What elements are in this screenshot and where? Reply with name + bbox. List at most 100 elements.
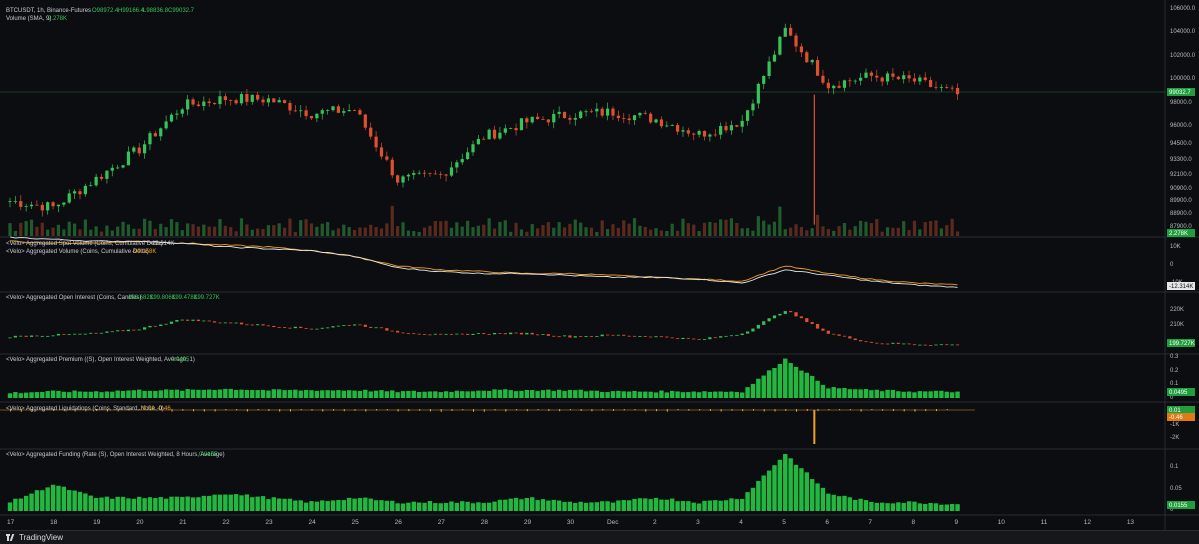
oi-candle — [923, 344, 927, 346]
volume-bar — [638, 225, 642, 236]
volume-bar — [56, 224, 61, 236]
volume-bar — [939, 228, 943, 236]
premium-bar — [346, 390, 352, 398]
funding-bar — [400, 503, 406, 511]
funding-pane[interactable] — [7, 453, 960, 511]
oi-candle — [148, 325, 152, 328]
liquidation-tick — [860, 409, 862, 412]
candle-body — [444, 174, 448, 176]
premium-bar — [567, 389, 573, 398]
premium-bar — [88, 391, 93, 398]
liquidation-tick — [688, 409, 690, 411]
liquidations-pane[interactable] — [0, 409, 975, 444]
volume-bar — [288, 218, 292, 236]
premium-bar — [443, 391, 449, 398]
premium-bar — [18, 393, 23, 398]
oi-candle — [326, 327, 330, 329]
volume-bar — [600, 220, 604, 236]
funding-bar — [745, 492, 750, 511]
premium-bar — [115, 390, 120, 398]
candle-body — [62, 202, 66, 205]
premium-bar — [486, 390, 492, 398]
candle-body — [29, 204, 34, 207]
liquidation-tick — [408, 409, 410, 412]
funding-bar — [664, 499, 670, 511]
oi-candle — [541, 334, 545, 335]
premium-bar — [492, 389, 497, 398]
premium-bar — [739, 392, 745, 398]
oi-candle — [902, 343, 906, 345]
candle-body — [875, 75, 879, 78]
cvd-pane[interactable] — [9, 236, 958, 288]
volume-bar — [794, 224, 798, 236]
volume-bar — [670, 223, 674, 236]
liquidation-tick — [925, 409, 927, 412]
premium-bar — [847, 389, 853, 398]
volume-bar — [261, 228, 265, 236]
oi-candle — [568, 335, 572, 338]
premium-pane[interactable] — [7, 358, 960, 398]
premium-bar — [933, 390, 939, 398]
candle-body — [422, 172, 427, 174]
liquidation-tick — [828, 409, 830, 411]
candle-body — [670, 125, 674, 126]
premium-bar — [535, 391, 540, 398]
funding-bar — [357, 498, 363, 511]
candle-body — [649, 113, 653, 123]
price-tick: 98000.0 — [1170, 100, 1192, 106]
oi-candle — [875, 342, 879, 344]
volume-bar — [859, 220, 863, 236]
funding-bar — [853, 499, 858, 511]
funding-bar — [34, 490, 40, 511]
candle-body — [126, 151, 131, 166]
premium-bar — [196, 389, 201, 398]
volume-bar — [546, 222, 550, 236]
oi-candle — [955, 344, 960, 346]
premium-value: 0.0495 — [171, 357, 190, 363]
candle-body — [401, 176, 405, 183]
liq-tick: -2K — [1170, 435, 1179, 441]
premium-bar — [233, 389, 239, 398]
candle-body — [702, 130, 707, 137]
volume-bar — [191, 224, 195, 236]
price-tick: 102000.0 — [1170, 53, 1196, 59]
oi-candle — [293, 326, 297, 329]
funding-bar — [201, 495, 207, 511]
liquidation-tick — [763, 409, 765, 412]
price-pane[interactable] — [8, 23, 960, 236]
funding-bar — [212, 494, 217, 511]
open-interest-pane[interactable] — [8, 311, 960, 346]
volume-bar — [455, 222, 459, 236]
candle-body — [864, 72, 868, 78]
volume-bar — [692, 224, 696, 236]
funding-bar — [406, 502, 411, 511]
volume-bar — [186, 223, 190, 236]
current-price-badge-bg — [1167, 88, 1195, 96]
premium-bar — [783, 358, 788, 398]
funding-bar — [809, 479, 815, 511]
liquidation-tick — [96, 409, 98, 412]
volume-bar — [918, 229, 922, 236]
premium-bar — [23, 392, 29, 398]
premium-bar — [928, 391, 933, 398]
liquidation-tick — [376, 409, 378, 411]
candle-body — [67, 193, 71, 203]
candle-body — [153, 133, 157, 137]
tradingview-logo[interactable]: TradingView — [6, 533, 63, 542]
volume-bar — [304, 219, 308, 236]
volume-bar — [654, 228, 658, 236]
liquidation-tick — [333, 409, 335, 411]
volume-bar — [293, 231, 297, 236]
volume-bar — [659, 230, 664, 236]
volume-bar — [719, 219, 723, 236]
oi-candle — [740, 333, 744, 335]
volume-bar — [417, 231, 421, 236]
premium-bar — [411, 390, 416, 398]
volume-bar — [632, 218, 637, 236]
candle-body — [514, 128, 518, 131]
volume-bar — [675, 230, 680, 236]
candle-body — [584, 111, 588, 113]
premium-bar — [578, 389, 583, 398]
volume-bar — [605, 229, 610, 236]
